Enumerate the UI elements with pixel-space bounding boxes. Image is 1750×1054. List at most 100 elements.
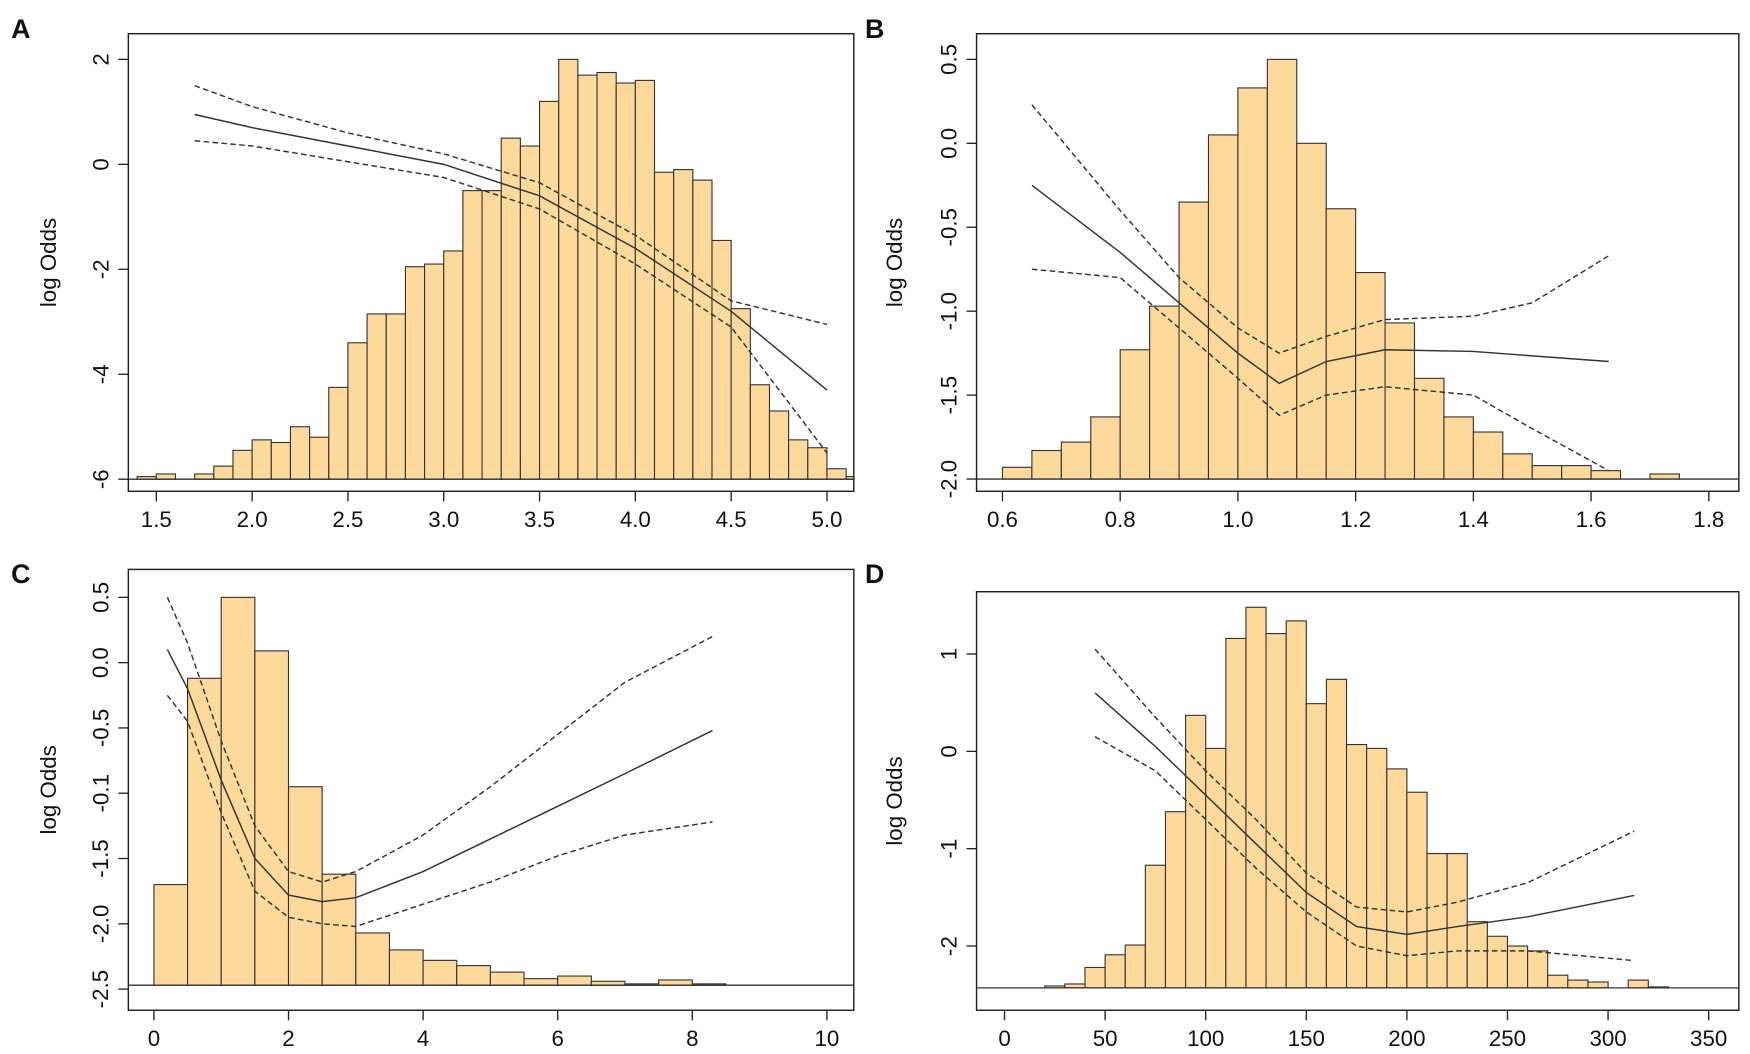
bar bbox=[424, 263, 445, 480]
bar bbox=[1325, 208, 1357, 480]
y-tick-label: -2 bbox=[936, 936, 961, 956]
fit-line bbox=[194, 113, 828, 391]
bar bbox=[1090, 416, 1121, 480]
y-tick-label: -2.5 bbox=[88, 970, 113, 1008]
bar bbox=[1001, 466, 1033, 480]
bar bbox=[328, 386, 349, 480]
y-tick-label: -1.0 bbox=[936, 292, 961, 330]
ci-line bbox=[1031, 268, 1610, 472]
y-axis-label: log Odds bbox=[36, 218, 61, 307]
bar bbox=[1446, 852, 1468, 989]
x-tick-label: 150 bbox=[1288, 1026, 1325, 1051]
ci-line bbox=[194, 84, 828, 326]
bar bbox=[519, 145, 541, 480]
bar bbox=[807, 447, 828, 480]
y-tick-label: 0.0 bbox=[936, 128, 961, 159]
bar bbox=[596, 71, 617, 480]
bar bbox=[385, 313, 406, 480]
bar bbox=[730, 308, 751, 480]
bar bbox=[845, 476, 854, 480]
panel-label: C bbox=[11, 559, 30, 589]
y-tick-label: -0.5 bbox=[88, 709, 113, 747]
bar bbox=[1506, 945, 1529, 989]
panel: 0 50 100 150 200 250 300 350 1 0 -1 -2 log Odds D bbox=[865, 559, 1740, 1051]
bar bbox=[1527, 950, 1549, 989]
x-tick-label: 5.0 bbox=[811, 507, 842, 532]
bar bbox=[321, 873, 357, 986]
y-tick-label: -2.0 bbox=[88, 905, 113, 943]
bar bbox=[1296, 142, 1327, 480]
x-tick-label: 4 bbox=[417, 1026, 429, 1051]
ci-line bbox=[1094, 648, 1635, 913]
bar bbox=[1119, 349, 1151, 480]
x-tick-label: 2 bbox=[282, 1026, 294, 1051]
bar bbox=[1185, 714, 1207, 989]
fit-line bbox=[1094, 692, 1635, 936]
x-tick-label: 2.5 bbox=[332, 507, 363, 532]
bar bbox=[213, 465, 234, 480]
bar bbox=[388, 949, 424, 986]
bar bbox=[1472, 431, 1504, 480]
bar bbox=[1325, 678, 1348, 989]
x-tick-label: 4.0 bbox=[620, 507, 651, 532]
ci-line bbox=[1094, 736, 1635, 962]
bar bbox=[523, 978, 559, 986]
panel-label: B bbox=[865, 14, 884, 44]
plot-area bbox=[976, 606, 1739, 989]
x-tick-label: 1.5 bbox=[141, 507, 172, 532]
y-tick-label: 0.0 bbox=[88, 647, 113, 678]
x-tick-label: 3.0 bbox=[428, 507, 459, 532]
y-tick-label: 0.5 bbox=[936, 44, 961, 75]
bar bbox=[1502, 453, 1533, 480]
x-tick-label: 200 bbox=[1388, 1026, 1425, 1051]
bar bbox=[1266, 58, 1298, 480]
y-axis-label: log Odds bbox=[882, 218, 907, 307]
x-tick-label: 4.5 bbox=[716, 507, 747, 532]
x-tick-label: 6 bbox=[551, 1026, 563, 1051]
bar bbox=[788, 439, 809, 480]
y-axis-label: log Odds bbox=[882, 756, 907, 845]
bar bbox=[1366, 747, 1388, 989]
plot-frame bbox=[127, 568, 855, 1011]
bar bbox=[270, 441, 292, 480]
bar bbox=[1355, 272, 1386, 480]
fit-line bbox=[1031, 184, 1609, 385]
y-axis-label: log Odds bbox=[36, 745, 61, 834]
x-tick-label: 1.6 bbox=[1576, 507, 1607, 532]
x-tick-label: 0 bbox=[998, 1026, 1010, 1051]
y-tick-label: 1 bbox=[936, 648, 961, 660]
bar bbox=[1084, 966, 1106, 989]
x-tick-label: 0.6 bbox=[987, 507, 1018, 532]
plot-area bbox=[128, 58, 854, 480]
bar bbox=[1060, 441, 1092, 480]
bar bbox=[1406, 791, 1428, 989]
bar bbox=[232, 449, 253, 480]
bar bbox=[366, 313, 387, 480]
bar bbox=[1587, 981, 1609, 989]
panel-label: D bbox=[865, 559, 884, 589]
x-tick-label: 10 bbox=[814, 1026, 839, 1051]
x-tick-label: 100 bbox=[1187, 1026, 1224, 1051]
bar bbox=[1144, 864, 1167, 989]
bar bbox=[1124, 944, 1146, 989]
y-tick-label: 0 bbox=[88, 158, 113, 170]
x-tick-label: 1.0 bbox=[1222, 507, 1253, 532]
bar bbox=[309, 436, 330, 480]
x-tick-label: 0 bbox=[148, 1026, 160, 1051]
panel: 1.5 2.0 2.5 3.0 3.5 4.0 4.5 5.0 2 0 -2 -4 -6 log Odds… bbox=[11, 14, 855, 532]
bar bbox=[826, 468, 847, 480]
ci-line bbox=[194, 140, 828, 454]
bar bbox=[1031, 449, 1062, 480]
y-tick-label: 0.5 bbox=[88, 582, 113, 613]
y-tick-label: -6 bbox=[88, 469, 113, 489]
x-tick-label: 8 bbox=[686, 1026, 698, 1051]
y-tick-label: 2 bbox=[88, 53, 113, 65]
bar bbox=[1426, 852, 1448, 989]
plot-area bbox=[128, 596, 854, 986]
bar bbox=[187, 677, 222, 986]
bar bbox=[489, 971, 525, 986]
x-tick-label: 2.0 bbox=[237, 507, 268, 532]
bar bbox=[1164, 811, 1187, 989]
bar bbox=[557, 975, 592, 986]
y-tick-label: -2 bbox=[88, 259, 113, 279]
